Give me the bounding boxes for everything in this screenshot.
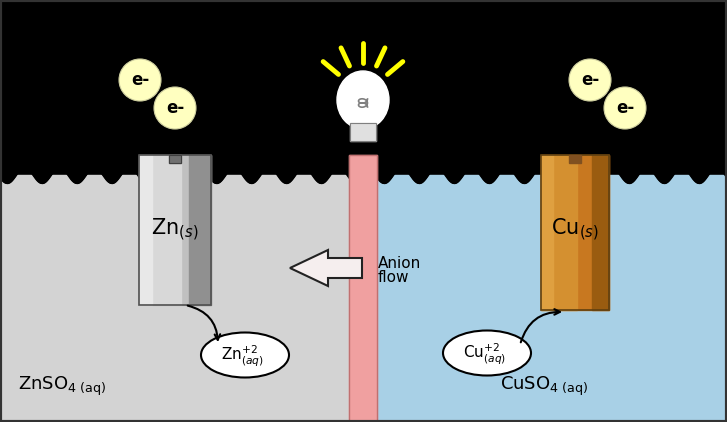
Text: $\mathrm{Zn}^{+2}_{(aq)}$: $\mathrm{Zn}^{+2}_{(aq)}$ — [222, 344, 265, 368]
Text: $\mathrm{Cu}^{+2}_{(aq)}$: $\mathrm{Cu}^{+2}_{(aq)}$ — [463, 341, 507, 367]
Text: Anion: Anion — [378, 255, 421, 271]
Circle shape — [569, 59, 611, 101]
Bar — [349, 155, 377, 422]
Bar — [169, 155, 181, 163]
Bar — [592, 155, 609, 310]
Bar — [363, 175, 727, 422]
Text: e-: e- — [131, 71, 149, 89]
Text: $\mathrm{Cu}_{(s)}$: $\mathrm{Cu}_{(s)}$ — [551, 217, 599, 243]
Text: flow: flow — [378, 271, 409, 286]
Bar — [190, 155, 211, 305]
Bar — [169, 155, 181, 163]
Bar — [139, 155, 152, 305]
Text: e-: e- — [581, 71, 599, 89]
Bar — [0, 175, 363, 422]
Ellipse shape — [201, 333, 289, 378]
Text: $\mathrm{Zn}_{(s)}$: $\mathrm{Zn}_{(s)}$ — [151, 217, 198, 243]
Text: e-: e- — [616, 99, 634, 117]
Ellipse shape — [337, 71, 389, 129]
Circle shape — [154, 87, 196, 129]
Bar — [541, 155, 609, 310]
Bar — [541, 155, 553, 310]
Bar — [152, 155, 181, 305]
Bar — [139, 155, 211, 305]
Bar — [541, 155, 609, 310]
Bar — [139, 155, 211, 305]
Text: e-: e- — [166, 99, 184, 117]
Text: $\mathrm{CuSO}_{4\ \mathrm{(aq)}}$: $\mathrm{CuSO}_{4\ \mathrm{(aq)}}$ — [500, 375, 588, 398]
Bar — [350, 123, 376, 141]
Polygon shape — [290, 250, 362, 286]
Bar — [569, 155, 581, 163]
Text: $\mathrm{ZnSO}_{4\ \mathrm{(aq)}}$: $\mathrm{ZnSO}_{4\ \mathrm{(aq)}}$ — [18, 375, 106, 398]
Ellipse shape — [443, 330, 531, 376]
Bar — [349, 155, 377, 422]
Circle shape — [604, 87, 646, 129]
Circle shape — [119, 59, 161, 101]
Bar — [350, 123, 376, 141]
Bar — [553, 155, 577, 310]
